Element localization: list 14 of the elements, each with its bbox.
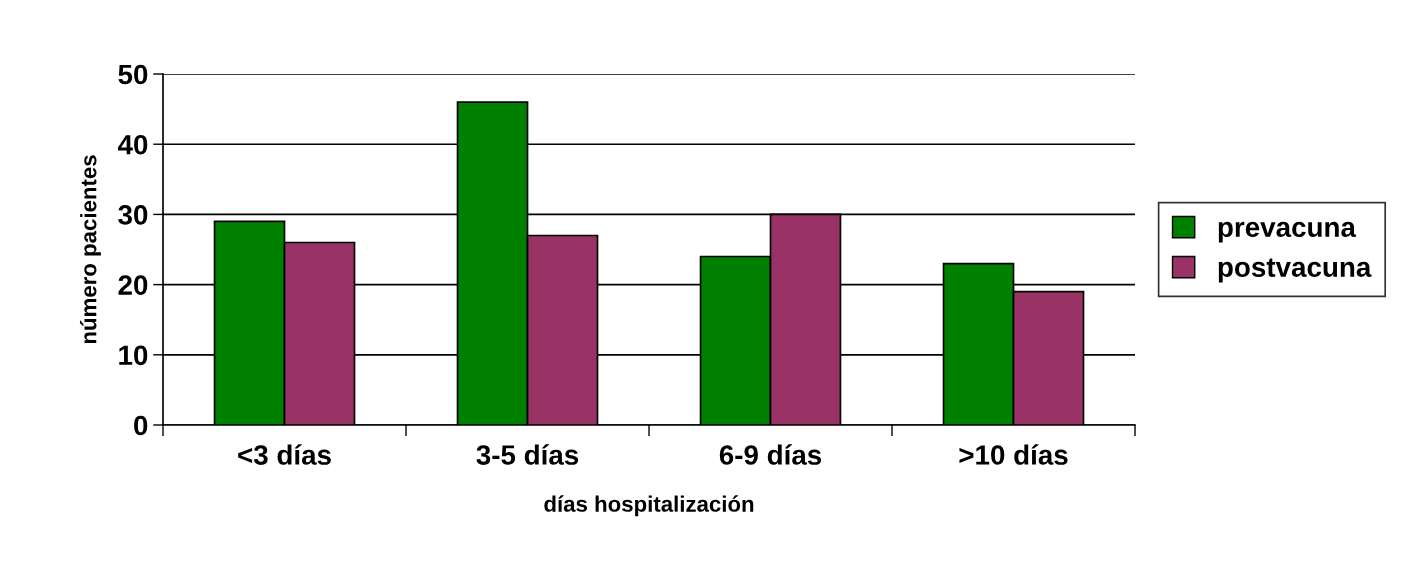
y-tick-label: 40 [117, 134, 148, 155]
x-tick-label: 3-5 días [476, 444, 579, 465]
y-axis-title: número pacientes [79, 155, 101, 344]
legend-label: prevacuna [1218, 221, 1357, 243]
x-axis-title: días hospitalización [544, 495, 754, 517]
x-tick-label: <3 días [238, 444, 331, 465]
x-tick-label: 6-9 días [719, 444, 822, 465]
legend-label: postvacuna [1218, 258, 1372, 283]
x-tick-label: >10 días [959, 444, 1068, 465]
y-tick-label: 50 [118, 64, 148, 85]
y-tick-label: 10 [119, 345, 148, 366]
y-tick-label: 30 [118, 205, 148, 225]
y-tick-label: 0 [134, 415, 148, 436]
y-tick-label: 20 [118, 275, 148, 295]
